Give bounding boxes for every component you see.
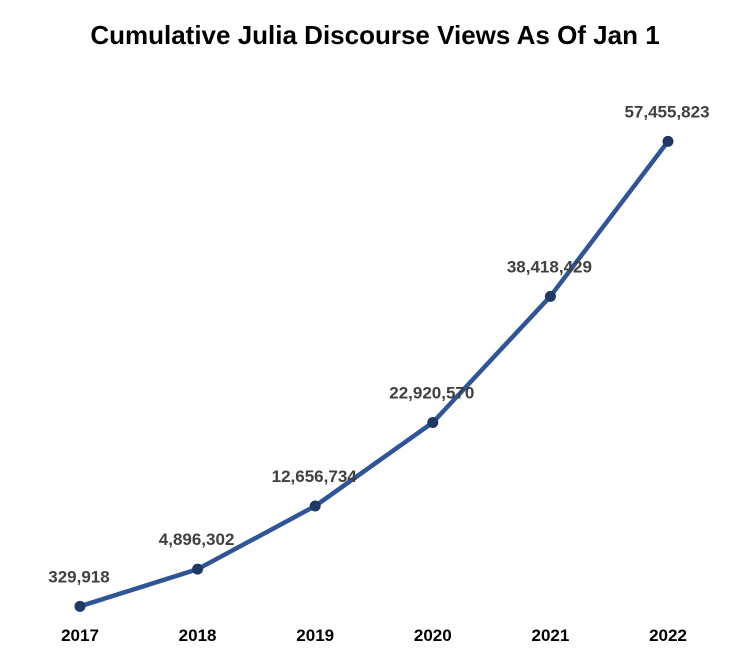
data-point-2019 <box>309 500 321 512</box>
x-tick-2022: 2022 <box>649 626 687 645</box>
data-point-2017 <box>74 600 86 612</box>
data-label-2018: 4,896,302 <box>159 530 235 549</box>
data-point-2022 <box>662 135 674 147</box>
data-label-2022: 57,455,823 <box>624 102 709 121</box>
data-point-2020 <box>427 416 439 428</box>
data-point-2021 <box>544 290 556 302</box>
series-line <box>77 139 671 609</box>
data-point-2018 <box>192 563 204 575</box>
series-layer <box>77 139 671 609</box>
x-axis-ticks: 2017 2018 2019 2020 2021 2022 <box>61 626 687 645</box>
data-label-2017: 329,918 <box>48 567 109 586</box>
x-tick-2018: 2018 <box>179 626 217 645</box>
marker-layer <box>74 135 674 612</box>
x-tick-2020: 2020 <box>414 626 452 645</box>
data-label-2019: 12,656,734 <box>272 467 358 486</box>
x-tick-2017: 2017 <box>61 626 99 645</box>
data-label-2021: 38,418,429 <box>507 257 592 276</box>
x-tick-2019: 2019 <box>296 626 334 645</box>
data-label-layer: 329,918 4,896,302 12,656,734 22,920,570 38,4… <box>48 102 709 586</box>
chart-title: Cumulative Julia Discourse Views As Of J… <box>90 20 660 50</box>
x-tick-2021: 2021 <box>531 626 569 645</box>
data-label-2020: 22,920,570 <box>389 383 474 402</box>
